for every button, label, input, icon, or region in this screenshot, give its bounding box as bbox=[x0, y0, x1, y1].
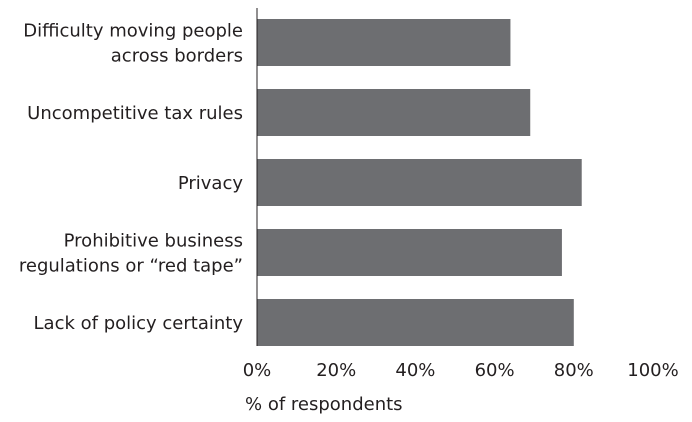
bar bbox=[257, 299, 574, 346]
bar bbox=[257, 159, 582, 206]
x-tick-label: 80% bbox=[554, 360, 594, 381]
bar bbox=[257, 89, 531, 136]
x-axis-tick-labels: 0% 20% 40% 60% 80% 100% bbox=[243, 360, 679, 381]
x-tick-label: 60% bbox=[475, 360, 515, 381]
x-tick-label: 40% bbox=[395, 360, 435, 381]
category-label: Lack of policy certainty bbox=[34, 313, 244, 334]
x-tick-label: 20% bbox=[316, 360, 356, 381]
x-axis-title: % of respondents bbox=[245, 394, 403, 415]
x-tick-label: 0% bbox=[243, 360, 272, 381]
category-label: Privacy bbox=[178, 173, 244, 194]
category-labels: Difficulty moving people across borders Un… bbox=[19, 20, 244, 334]
category-label: Prohibitive business bbox=[64, 230, 243, 251]
category-label: across borders bbox=[111, 45, 243, 66]
category-label: Uncompetitive tax rules bbox=[27, 103, 243, 124]
bar bbox=[257, 19, 511, 66]
bars-layer bbox=[257, 19, 582, 346]
category-label: Difficulty moving people bbox=[23, 20, 243, 41]
category-label: regulations or “red tape” bbox=[19, 255, 243, 276]
x-tick-label: 100% bbox=[627, 360, 678, 381]
bar bbox=[257, 229, 562, 276]
